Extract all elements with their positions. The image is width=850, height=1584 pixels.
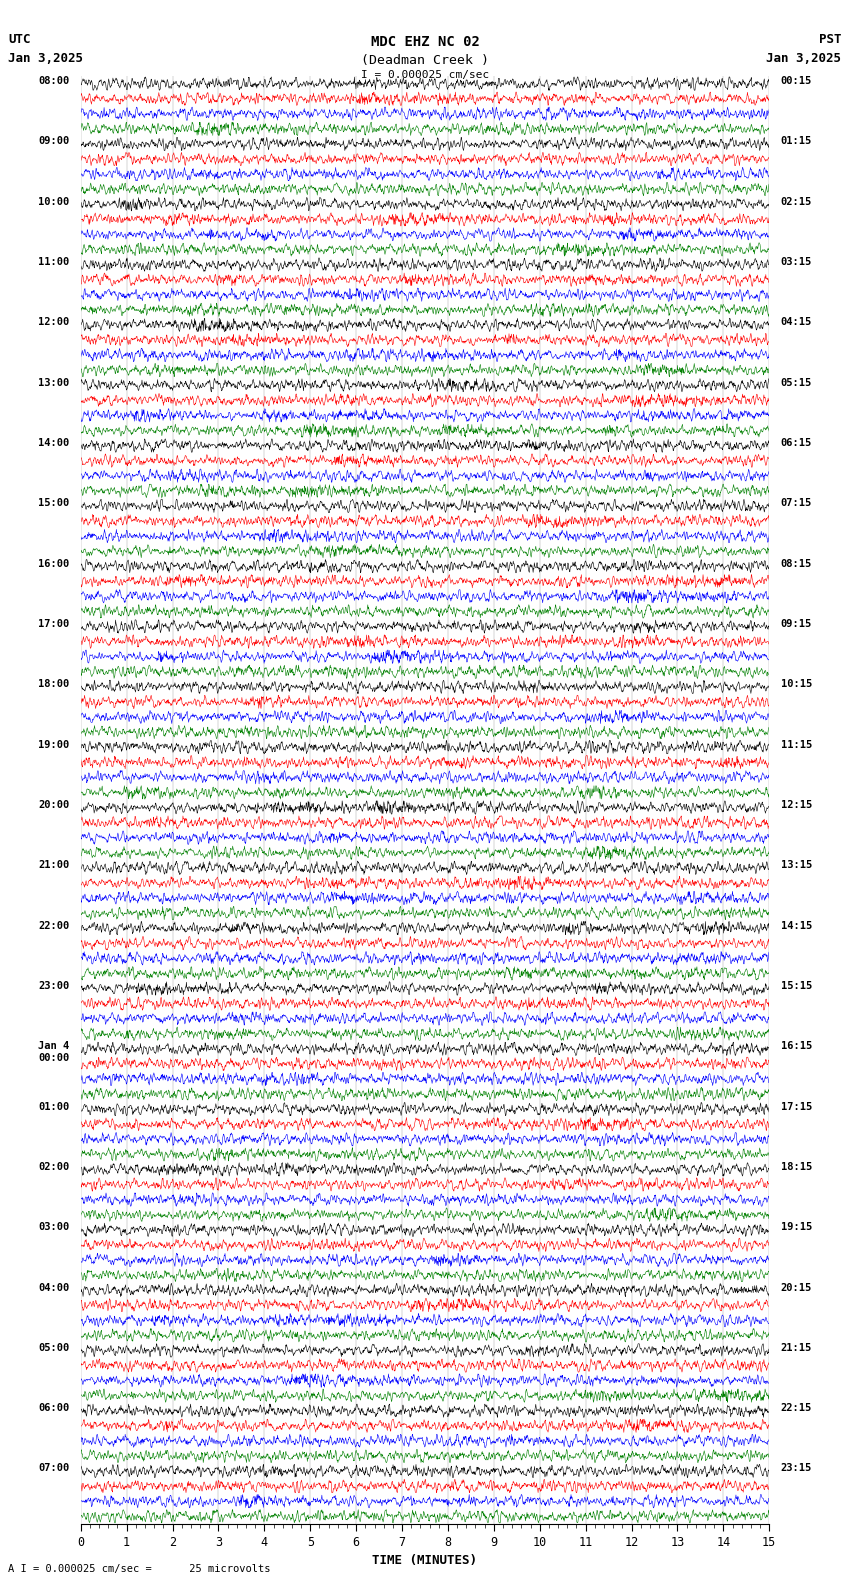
Text: 12:15: 12:15	[780, 800, 812, 809]
Text: 23:00: 23:00	[38, 980, 70, 992]
Text: 17:15: 17:15	[780, 1101, 812, 1112]
Text: 13:00: 13:00	[38, 377, 70, 388]
Text: 16:15: 16:15	[780, 1041, 812, 1052]
Text: 03:00: 03:00	[38, 1223, 70, 1232]
Text: 07:15: 07:15	[780, 499, 812, 508]
Text: 12:00: 12:00	[38, 317, 70, 328]
Text: 20:00: 20:00	[38, 800, 70, 809]
Text: 05:00: 05:00	[38, 1343, 70, 1353]
Text: 19:15: 19:15	[780, 1223, 812, 1232]
Text: UTC: UTC	[8, 33, 31, 46]
Text: 23:15: 23:15	[780, 1464, 812, 1473]
Text: 00:15: 00:15	[780, 76, 812, 86]
Text: PST: PST	[819, 33, 842, 46]
Text: 17:00: 17:00	[38, 619, 70, 629]
Text: 04:00: 04:00	[38, 1283, 70, 1293]
Text: 03:15: 03:15	[780, 257, 812, 268]
Text: 14:00: 14:00	[38, 437, 70, 448]
Text: 06:15: 06:15	[780, 437, 812, 448]
Text: 11:15: 11:15	[780, 740, 812, 749]
Text: 14:15: 14:15	[780, 920, 812, 930]
Text: (Deadman Creek ): (Deadman Creek )	[361, 54, 489, 67]
Text: 11:00: 11:00	[38, 257, 70, 268]
Text: 10:15: 10:15	[780, 680, 812, 689]
Text: 02:00: 02:00	[38, 1163, 70, 1172]
Text: I = 0.000025 cm/sec: I = 0.000025 cm/sec	[361, 70, 489, 79]
Text: Jan 3,2025: Jan 3,2025	[8, 52, 83, 65]
Text: 22:15: 22:15	[780, 1403, 812, 1413]
Text: 21:00: 21:00	[38, 860, 70, 870]
X-axis label: TIME (MINUTES): TIME (MINUTES)	[372, 1554, 478, 1567]
Text: Jan 4
00:00: Jan 4 00:00	[38, 1041, 70, 1063]
Text: 18:15: 18:15	[780, 1163, 812, 1172]
Text: MDC EHZ NC 02: MDC EHZ NC 02	[371, 35, 479, 49]
Text: 02:15: 02:15	[780, 196, 812, 206]
Text: 13:15: 13:15	[780, 860, 812, 870]
Text: 15:15: 15:15	[780, 980, 812, 992]
Text: A I = 0.000025 cm/sec =      25 microvolts: A I = 0.000025 cm/sec = 25 microvolts	[8, 1565, 271, 1574]
Text: 05:15: 05:15	[780, 377, 812, 388]
Text: 06:00: 06:00	[38, 1403, 70, 1413]
Text: 07:00: 07:00	[38, 1464, 70, 1473]
Text: 21:15: 21:15	[780, 1343, 812, 1353]
Text: 04:15: 04:15	[780, 317, 812, 328]
Text: Jan 3,2025: Jan 3,2025	[767, 52, 842, 65]
Text: 16:00: 16:00	[38, 559, 70, 569]
Text: 09:00: 09:00	[38, 136, 70, 146]
Text: 08:00: 08:00	[38, 76, 70, 86]
Text: 22:00: 22:00	[38, 920, 70, 930]
Text: 18:00: 18:00	[38, 680, 70, 689]
Text: 01:15: 01:15	[780, 136, 812, 146]
Text: 20:15: 20:15	[780, 1283, 812, 1293]
Text: 08:15: 08:15	[780, 559, 812, 569]
Text: 10:00: 10:00	[38, 196, 70, 206]
Text: 15:00: 15:00	[38, 499, 70, 508]
Text: 19:00: 19:00	[38, 740, 70, 749]
Text: 09:15: 09:15	[780, 619, 812, 629]
Text: 01:00: 01:00	[38, 1101, 70, 1112]
